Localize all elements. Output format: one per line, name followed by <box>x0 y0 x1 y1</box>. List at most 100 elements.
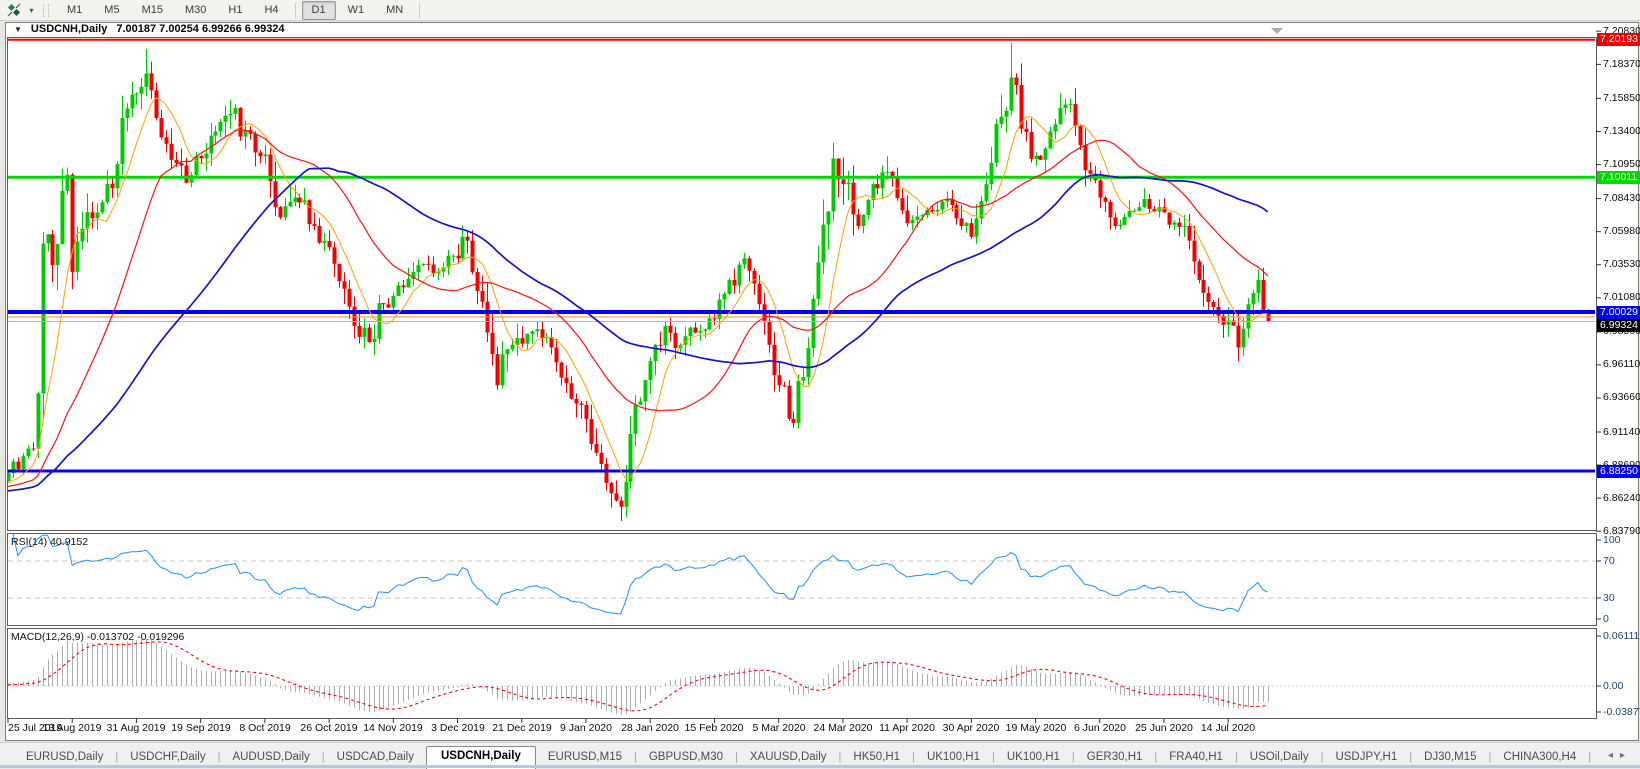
macd-histogram <box>8 639 1269 716</box>
price-axis-tick: 7.03530 <box>1603 258 1640 270</box>
tab-separator: | <box>634 751 637 763</box>
date-axis-tick: 9 Jan 2020 <box>560 722 612 734</box>
tab-separator: | <box>1488 751 1492 763</box>
level-price-box: 7.10011 <box>1597 171 1640 184</box>
chart-tab-usdcnh-daily[interactable]: USDCNH,Daily <box>425 746 536 769</box>
chart-tabs-group: EURUSD,Daily | USDCHF,Daily | AUDUSD,Daily | U… <box>14 745 1592 769</box>
chart-tab-usdjpy-h1[interactable]: USDJPY,H1 <box>1335 751 1398 763</box>
period-button-d1[interactable]: D1 <box>301 0 336 20</box>
period-button-m30[interactable]: M30 <box>184 3 207 16</box>
tab-separator: | <box>1320 751 1324 763</box>
tab-separator: | <box>1071 751 1075 763</box>
chart-tab-gbpusd-m30[interactable]: GBPUSD,M30 <box>648 751 723 763</box>
price-axis-tick: 6.86240 <box>1603 492 1640 504</box>
tab-separator: | <box>1588 751 1592 763</box>
period-button-m5[interactable]: M5 <box>104 3 120 16</box>
chart-tab-eurusd-m15[interactable]: EURUSD,M15 <box>547 751 622 763</box>
chart-tab-audusd-daily[interactable]: AUDUSD,Daily <box>232 751 310 763</box>
chart-tab-xauusd-daily[interactable]: XAUUSD,Daily <box>749 751 827 763</box>
price-axis-tick: 7.15850 <box>1603 92 1640 104</box>
chart-tab-hk50-h1[interactable]: HK50,H1 <box>853 751 901 763</box>
chart-tab-eurusd-daily[interactable]: EURUSD,Daily <box>26 751 104 763</box>
price-axis-tick: 6.83790 <box>1603 525 1640 537</box>
level-price-box: 6.88250 <box>1597 465 1640 478</box>
chart-tab-usdcad-daily[interactable]: USDCAD,Daily <box>336 751 414 763</box>
date-axis-tick: 28 Jan 2020 <box>621 722 679 734</box>
last-price-box: 6.99324 <box>1597 319 1640 332</box>
chart-tabs-bar: EURUSD,Daily | USDCHF,Daily | AUDUSD,Daily | U… <box>0 742 1640 769</box>
period-button-w1[interactable]: W1 <box>347 3 365 16</box>
rsi-axis-tick: 100 <box>1603 534 1621 546</box>
date-axis-tick: 11 Apr 2020 <box>879 722 935 734</box>
toolbar-separator <box>294 2 296 18</box>
chart-tab-dj30-m15[interactable]: DJ30,M15 <box>1424 751 1477 763</box>
tab-scroll-left-icon[interactable]: ◂ <box>1607 750 1620 761</box>
chart-tab-china300-h4[interactable]: CHINA300,H4 <box>1503 751 1577 763</box>
collapse-arrow-icon[interactable]: ▼ <box>14 24 22 34</box>
tab-separator: | <box>1154 751 1158 763</box>
tab-separator: | <box>321 751 325 763</box>
date-axis-tick: 15 Feb 2020 <box>684 722 744 734</box>
chart-tools-icon-glyph <box>7 3 21 17</box>
date-axis-tick: 25 Jun 2020 <box>1135 722 1193 734</box>
price-axis-tick: 6.96110 <box>1603 358 1640 370</box>
period-button-mn[interactable]: MN <box>386 3 404 16</box>
chart-tab-ger30-h1[interactable]: GER30,H1 <box>1086 751 1143 763</box>
rsi-axis-tick: 70 <box>1603 555 1615 567</box>
ma-55-line <box>7 167 1269 492</box>
chart-ohlc-values: 7.00187 7.00254 6.99266 6.99324 <box>116 23 285 35</box>
date-axis-tick: 14 Nov 2019 <box>363 722 423 734</box>
tab-scroll-right-icon[interactable]: ▸ <box>1619 750 1632 761</box>
chart-shift-marker-icon[interactable] <box>1271 28 1283 34</box>
macd-signal-line <box>7 641 1268 712</box>
date-axis-tick: 21 Dec 2019 <box>492 722 552 734</box>
chart-tab-uk100-h1[interactable]: UK100,H1 <box>1006 751 1060 763</box>
period-button-m15[interactable]: M15 <box>141 3 163 16</box>
chart-tab-uk100-h1[interactable]: UK100,H1 <box>926 751 980 763</box>
tab-separator: | <box>115 751 119 763</box>
dropdown-arrow-icon[interactable]: ▾ <box>29 5 34 15</box>
panel-frame <box>7 37 1597 531</box>
price-axis-tick: 7.01080 <box>1603 291 1640 303</box>
chart-tab-usoil-daily[interactable]: USOil,Daily <box>1249 751 1309 763</box>
tab-scroll-arrows[interactable]: ◂▸ <box>1608 750 1632 761</box>
tab-separator: | <box>838 751 842 763</box>
period-button-m1[interactable]: M1 <box>67 3 83 16</box>
date-axis-tick: 8 Oct 2019 <box>239 722 291 734</box>
level-price-box: 7.00029 <box>1597 306 1640 319</box>
ma-8-line <box>7 97 1268 484</box>
macd-axis-tick: 0.00 <box>1603 680 1624 692</box>
rsi-line <box>8 533 1268 615</box>
chart-tools-icon[interactable] <box>3 1 25 19</box>
date-axis-tick: 6 Jun 2020 <box>1074 722 1126 734</box>
rsi-axis-tick: 0 <box>1603 613 1609 625</box>
tab-separator: | <box>912 751 915 763</box>
chart-tab-usdchf-daily[interactable]: USDCHF,Daily <box>130 751 206 763</box>
date-axis-tick: 19 May 2020 <box>1005 722 1067 734</box>
macd-indicator-label: MACD(12,26,9) -0.013702 -0.019296 <box>11 631 185 643</box>
chart-tab-fra40-h1[interactable]: FRA40,H1 <box>1169 751 1223 763</box>
date-axis-tick: 13 Aug 2019 <box>42 722 102 734</box>
rsi-indicator-label: RSI(14) 40.9152 <box>11 536 89 548</box>
price-axis-tick: 7.10950 <box>1603 158 1640 170</box>
price-axis-tick: 6.93660 <box>1603 391 1640 403</box>
chart-window-header: ▼ USDCNH,Daily 7.00187 7.00254 6.99266 6… <box>14 23 285 35</box>
date-axis-tick: 3 Dec 2019 <box>431 722 485 734</box>
tab-separator: | <box>217 751 221 763</box>
timeframe-toolbar: ▾ M1 M5 M15 M30 H1 H4 D1 W1 MN <box>0 0 1640 21</box>
horizontal-level-lines <box>8 38 1595 473</box>
tab-separator: | <box>735 751 738 763</box>
period-button-h1[interactable]: H1 <box>228 3 243 16</box>
panel-frame <box>7 533 1597 626</box>
tab-separator: | <box>1409 751 1413 763</box>
date-axis-tick: 14 Jul 2020 <box>1200 722 1256 734</box>
date-axis-tick: 5 Mar 2020 <box>752 722 806 734</box>
date-axis-tick: 31 Aug 2019 <box>106 722 166 734</box>
period-button-h4[interactable]: H4 <box>264 3 279 16</box>
macd-axis-tick: -0.03877 <box>1603 706 1640 718</box>
chart-symbol-title: USDCNH,Daily <box>30 23 108 35</box>
toolbar-grip[interactable] <box>43 3 49 17</box>
